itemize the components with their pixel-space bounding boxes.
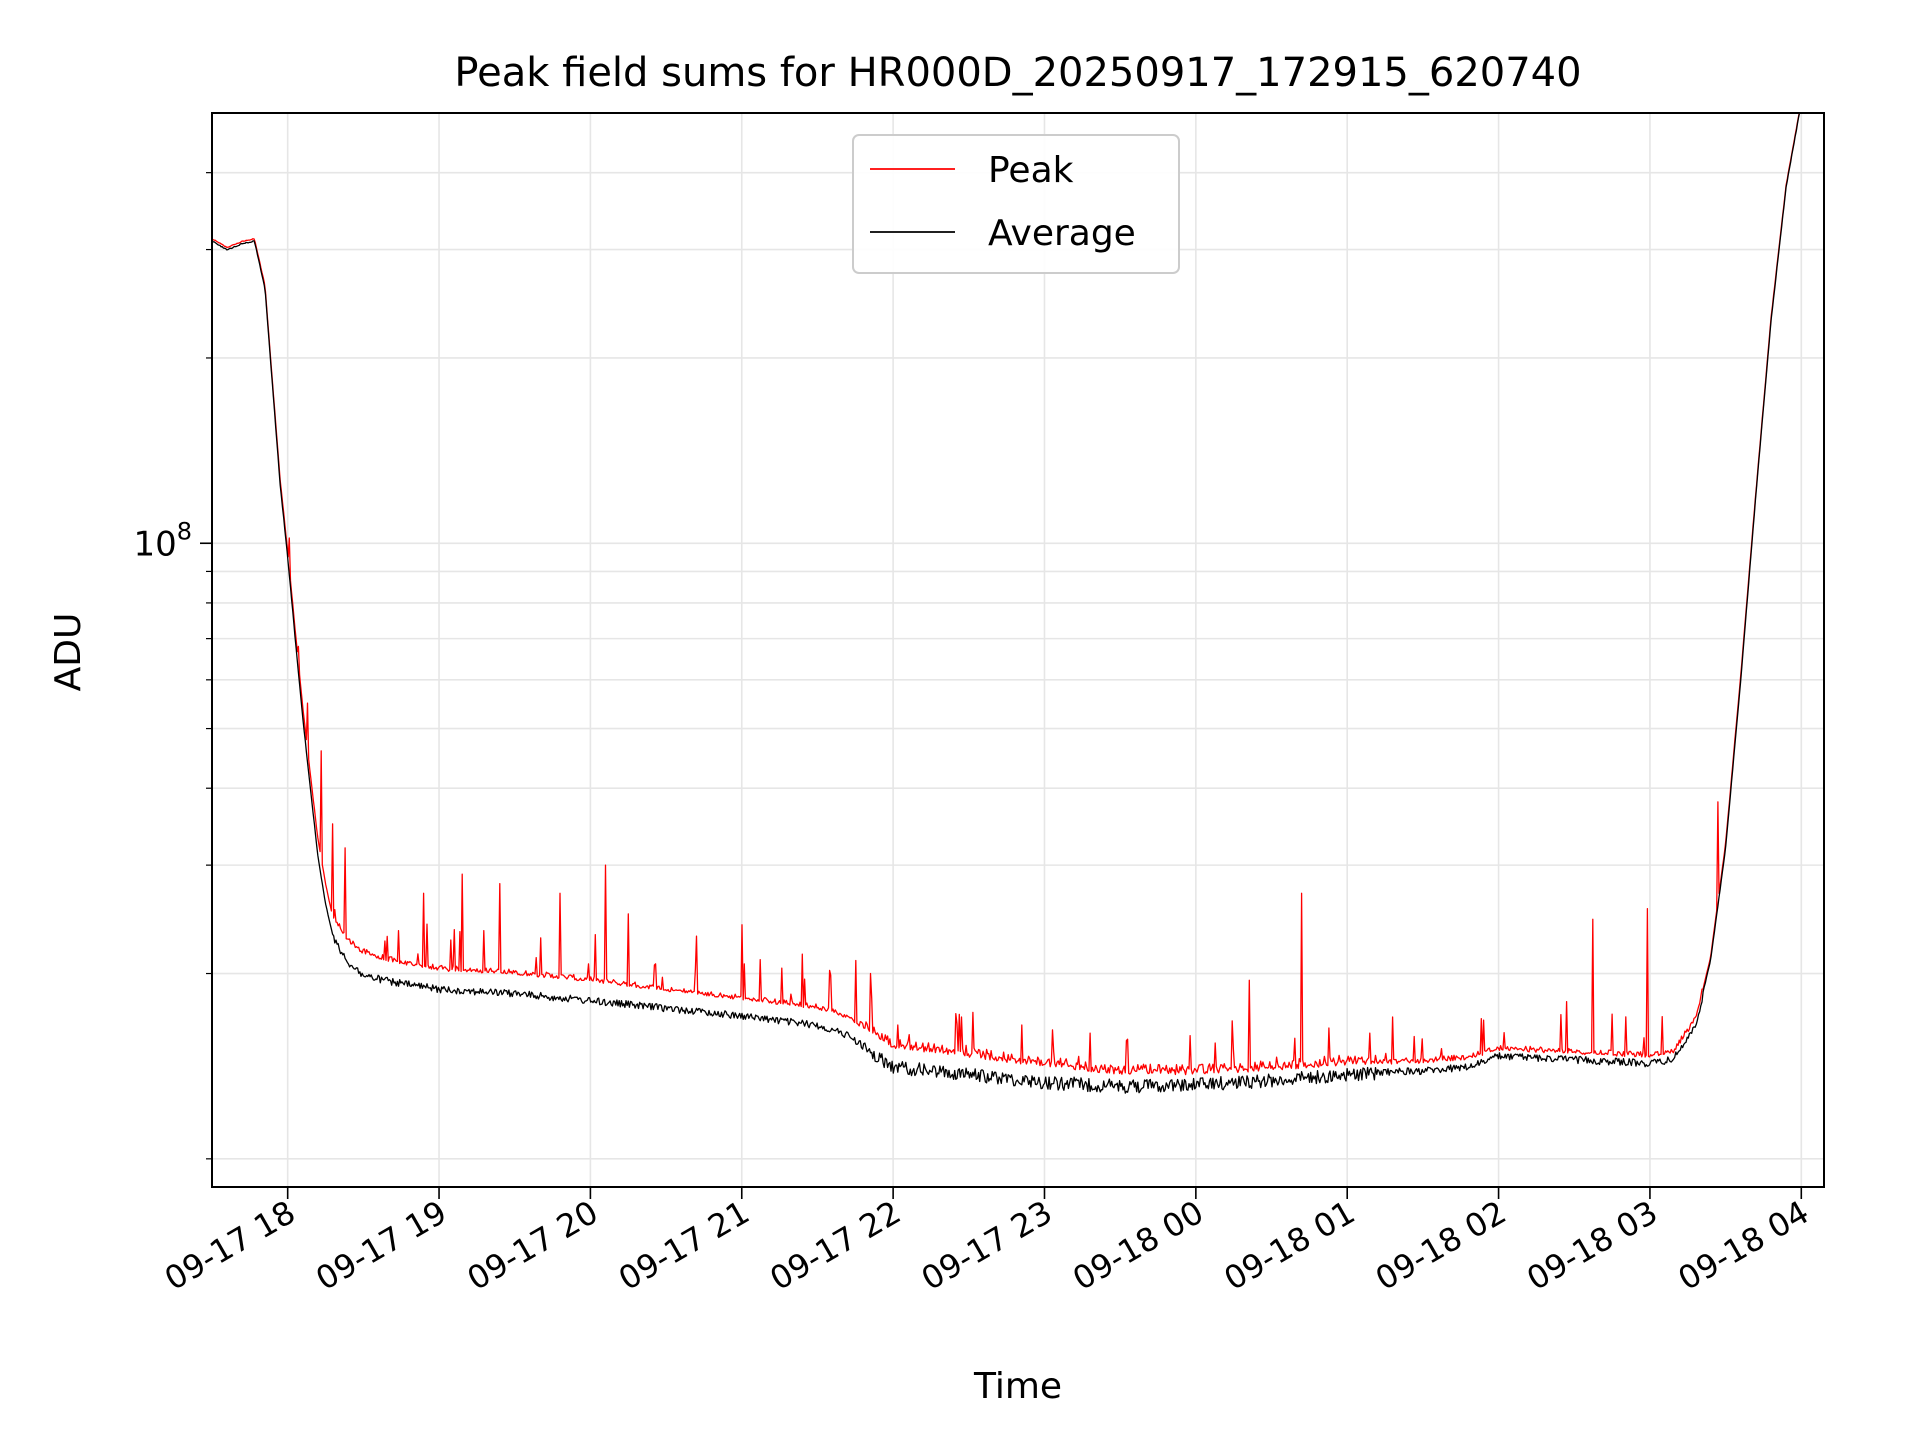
plot-frame — [211, 112, 1825, 1188]
series-line-average — [212, 113, 1801, 1094]
legend-peak-label: Peak — [988, 150, 1074, 191]
legend-average-label: Average — [988, 213, 1136, 254]
series-line-peak — [212, 113, 1800, 1076]
x-axis-label: Time — [973, 1366, 1062, 1407]
y-tick-label: 108 — [133, 517, 192, 564]
legend: Peak Average — [852, 134, 1180, 274]
chart-title: Peak field sums for HR000D_20250917_1729… — [454, 50, 1581, 96]
grid — [212, 113, 1824, 1187]
y-axis-label: ADU — [48, 613, 89, 692]
plot-area — [212, 113, 1801, 1094]
